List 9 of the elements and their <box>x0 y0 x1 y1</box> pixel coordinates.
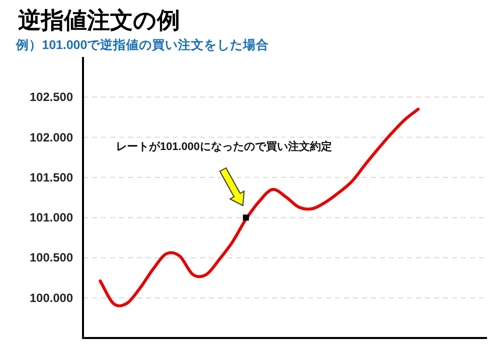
y-tick-label: 100.500 <box>30 250 74 265</box>
y-tick-label: 102.000 <box>30 130 74 144</box>
y-tick-label: 101.000 <box>30 210 74 225</box>
annotation: レートが101.000になったので買い注文約定 <box>116 140 332 153</box>
chart-subtitle: 例）101.000で逆指値の買い注文をした場合 <box>15 37 270 52</box>
y-tick-label: 101.500 <box>30 170 74 184</box>
y-tick-label: 102.500 <box>30 90 74 104</box>
y-tick-label: 100.000 <box>30 290 74 305</box>
chart-title: 逆指値注文の例 <box>18 7 180 33</box>
